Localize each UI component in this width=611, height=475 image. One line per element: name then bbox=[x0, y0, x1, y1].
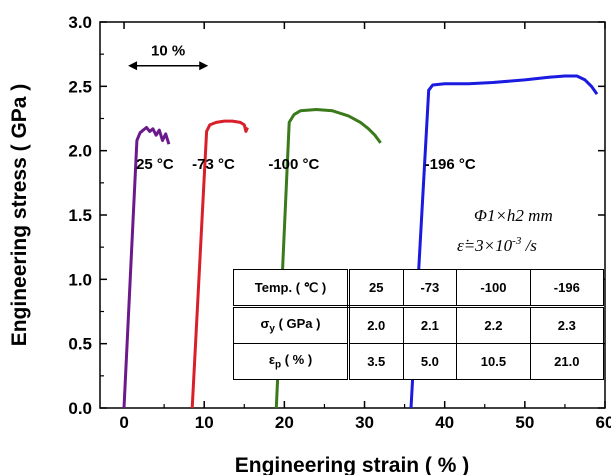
sigma-symbol: σ bbox=[260, 316, 270, 332]
sigma-subscript: y bbox=[269, 323, 275, 335]
x-tick-label: 40 bbox=[435, 413, 454, 432]
epsilon-symbol: ε bbox=[268, 352, 275, 368]
table-cell: 21.0 bbox=[529, 343, 605, 380]
series-line-2 bbox=[274, 108, 382, 409]
x-tick-label: 60 bbox=[596, 413, 611, 432]
row-unit: ( GPa ) bbox=[274, 316, 321, 332]
table-row-label: εp ( % ) bbox=[233, 343, 350, 380]
table-row-plastic-strain: εp ( % ) 3.5 5.0 10.5 21.0 bbox=[233, 343, 605, 380]
table-header-cell: -196 bbox=[529, 269, 605, 308]
curve-label-3: -196 °C bbox=[425, 156, 476, 173]
strain-rate-text: ε̇=3×10-3 /s bbox=[457, 235, 537, 255]
x-tick-label: 0 bbox=[119, 413, 128, 432]
table-cell: 2.1 bbox=[402, 306, 458, 344]
x-axis-title: Engineering strain ( % ) bbox=[235, 454, 470, 475]
table-header-cell: -73 bbox=[402, 269, 458, 308]
strain-rate-main: ε̇=3×10 bbox=[457, 236, 513, 255]
x-tick-label: 50 bbox=[515, 413, 534, 432]
series-group bbox=[122, 74, 599, 409]
y-tick-label: 1.0 bbox=[68, 270, 92, 289]
table-cell: 2.3 bbox=[529, 306, 605, 344]
table-header-cell: -100 bbox=[456, 269, 531, 308]
scale-bar-label: 10 % bbox=[151, 43, 185, 60]
table-header-cell: 25 bbox=[348, 269, 404, 308]
table-row-yield: σy ( GPa ) 2.0 2.1 2.2 2.3 bbox=[233, 306, 605, 344]
y-axis-title: Engineering stress ( GPa ) bbox=[8, 84, 31, 347]
x-tick-label: 30 bbox=[355, 413, 374, 432]
y-tick-label: 1.5 bbox=[68, 206, 92, 225]
y-tick-label: 2.5 bbox=[68, 77, 92, 96]
curve-label-1: -73 °C bbox=[192, 156, 235, 173]
table-cell: 2.0 bbox=[348, 306, 404, 344]
strain-rate-exponent: -3 bbox=[512, 235, 522, 247]
scale-bar-right-head bbox=[199, 61, 209, 71]
strain-rate-unit: /s bbox=[521, 236, 537, 255]
curve-label-0: 25 °C bbox=[136, 156, 174, 173]
table-header-row: Temp. ( ℃ ) 25 -73 -100 -196 bbox=[233, 269, 605, 308]
row-unit: ( % ) bbox=[281, 352, 313, 368]
series-line-1 bbox=[190, 119, 249, 409]
curve-labels: 25 °C -73 °C -100 °C -196 °C bbox=[136, 156, 476, 173]
curve-label-2: -100 °C bbox=[268, 156, 319, 173]
y-tick-label: 0.0 bbox=[68, 399, 92, 418]
y-tick-label: 0.5 bbox=[68, 335, 92, 354]
table-row-label: σy ( GPa ) bbox=[233, 306, 350, 344]
table-cell: 5.0 bbox=[402, 343, 458, 380]
specimen-size-text: Φ1×h2 mm bbox=[474, 206, 553, 225]
series-line-3 bbox=[409, 74, 599, 409]
y-tick-label: 3.0 bbox=[68, 13, 92, 32]
x-tick-label: 10 bbox=[195, 413, 214, 432]
table-cell: 3.5 bbox=[348, 343, 404, 380]
axis-ticks: 0 10 20 30 40 50 60 0.0 0.5 1.0 1.5 2.0 2.5 3.0 bbox=[68, 13, 611, 432]
properties-table: Temp. ( ℃ ) 25 -73 -100 -196 σy ( GPa ) … bbox=[233, 269, 605, 380]
table-header-cell: Temp. ( ℃ ) bbox=[233, 269, 350, 308]
x-tick-label: 20 bbox=[275, 413, 294, 432]
scale-bar-left-head bbox=[128, 61, 138, 71]
table-cell: 10.5 bbox=[456, 343, 531, 380]
series-line-0 bbox=[122, 126, 171, 409]
y-tick-label: 2.0 bbox=[68, 142, 92, 161]
table-cell: 2.2 bbox=[456, 306, 531, 344]
scale-bar: 10 % bbox=[128, 43, 209, 71]
epsilon-subscript: p bbox=[275, 359, 282, 371]
